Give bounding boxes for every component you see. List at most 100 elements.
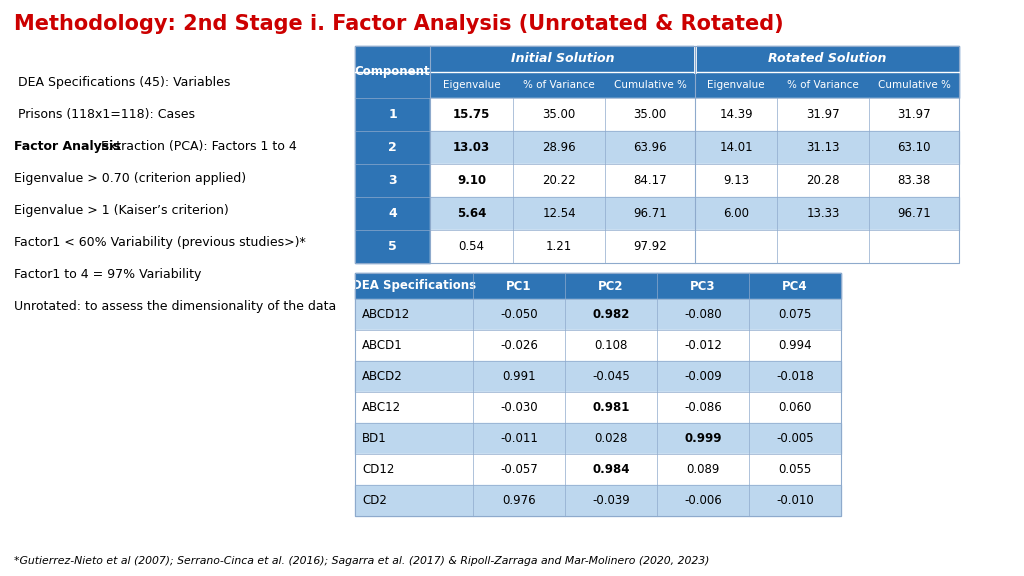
Bar xyxy=(749,485,841,516)
Text: -0.005: -0.005 xyxy=(776,432,814,445)
Text: PC3: PC3 xyxy=(690,279,716,293)
Bar xyxy=(355,230,430,263)
Text: 0.028: 0.028 xyxy=(594,432,628,445)
Text: Component: Component xyxy=(354,66,430,78)
Bar xyxy=(777,98,869,131)
Text: -0.080: -0.080 xyxy=(684,308,722,321)
Text: % of Variance: % of Variance xyxy=(523,80,595,90)
Text: -0.026: -0.026 xyxy=(500,339,538,352)
Bar xyxy=(430,164,513,197)
Text: Prisons (118x1=118): Cases: Prisons (118x1=118): Cases xyxy=(14,108,195,121)
Text: 35.00: 35.00 xyxy=(634,108,667,121)
Text: 1.21: 1.21 xyxy=(546,240,572,253)
Bar xyxy=(657,485,749,516)
Text: 84.17: 84.17 xyxy=(633,174,667,187)
Text: DEA Specifications (45): Variables: DEA Specifications (45): Variables xyxy=(14,76,230,89)
Bar xyxy=(473,361,565,392)
Bar xyxy=(749,299,841,330)
Text: -0.012: -0.012 xyxy=(684,339,722,352)
Bar xyxy=(430,197,513,230)
Bar xyxy=(355,361,473,392)
Bar xyxy=(473,299,565,330)
Bar xyxy=(355,423,473,454)
Bar xyxy=(513,131,605,164)
Bar xyxy=(605,131,695,164)
Bar xyxy=(473,273,565,299)
Text: Factor1 to 4 = 97% Variability: Factor1 to 4 = 97% Variability xyxy=(14,268,202,281)
Text: 0.991: 0.991 xyxy=(502,370,536,383)
Bar xyxy=(355,164,430,197)
Bar xyxy=(749,454,841,485)
Bar xyxy=(565,273,657,299)
Bar xyxy=(657,454,749,485)
Text: 83.38: 83.38 xyxy=(897,174,931,187)
Bar xyxy=(355,46,959,263)
Bar xyxy=(473,485,565,516)
Text: Eigenvalue: Eigenvalue xyxy=(708,80,765,90)
Text: CD12: CD12 xyxy=(362,463,394,476)
Bar xyxy=(355,392,473,423)
Bar xyxy=(869,98,959,131)
Bar xyxy=(430,230,513,263)
Bar xyxy=(777,72,869,98)
Bar xyxy=(565,454,657,485)
Bar xyxy=(605,164,695,197)
Text: -0.050: -0.050 xyxy=(500,308,538,321)
Bar xyxy=(430,46,695,72)
Text: 0.984: 0.984 xyxy=(592,463,630,476)
Bar xyxy=(565,299,657,330)
Text: 0.108: 0.108 xyxy=(594,339,628,352)
Text: 12.54: 12.54 xyxy=(542,207,575,220)
Text: 13.33: 13.33 xyxy=(806,207,840,220)
Bar xyxy=(657,273,749,299)
Text: Unrotated: to assess the dimensionality of the data: Unrotated: to assess the dimensionality … xyxy=(14,300,336,313)
Text: 0.976: 0.976 xyxy=(502,494,536,507)
Bar xyxy=(695,46,959,72)
Bar xyxy=(605,230,695,263)
Text: -0.018: -0.018 xyxy=(776,370,814,383)
Text: 0.982: 0.982 xyxy=(592,308,630,321)
Bar xyxy=(565,485,657,516)
Text: *Gutierrez-Nieto et al (2007); Serrano-Cinca et al. (2016); Sagarra et al. (2017: *Gutierrez-Nieto et al (2007); Serrano-C… xyxy=(14,556,710,566)
Text: 2: 2 xyxy=(388,141,397,154)
Bar xyxy=(355,46,430,98)
Text: Methodology: 2nd Stage i. Factor Analysis (Unrotated & Rotated): Methodology: 2nd Stage i. Factor Analysi… xyxy=(14,14,783,34)
Text: Factor1 < 60% Variability (previous studies>)*: Factor1 < 60% Variability (previous stud… xyxy=(14,236,306,249)
Text: PC1: PC1 xyxy=(506,279,531,293)
Bar xyxy=(473,392,565,423)
Bar xyxy=(695,197,777,230)
Bar xyxy=(355,131,430,164)
Text: -0.011: -0.011 xyxy=(500,432,538,445)
Text: 20.22: 20.22 xyxy=(542,174,575,187)
Bar xyxy=(430,72,513,98)
Text: -0.057: -0.057 xyxy=(500,463,538,476)
Text: 63.10: 63.10 xyxy=(897,141,931,154)
Text: 9.13: 9.13 xyxy=(723,174,750,187)
Bar xyxy=(355,485,473,516)
Bar xyxy=(777,197,869,230)
Text: 5.64: 5.64 xyxy=(457,207,486,220)
Text: 97.92: 97.92 xyxy=(633,240,667,253)
Text: -0.045: -0.045 xyxy=(592,370,630,383)
Text: 0.999: 0.999 xyxy=(684,432,722,445)
Text: PC2: PC2 xyxy=(598,279,624,293)
Bar xyxy=(605,197,695,230)
Bar xyxy=(513,98,605,131)
Text: Initial Solution: Initial Solution xyxy=(511,52,614,66)
Bar xyxy=(355,454,473,485)
Text: ABCD2: ABCD2 xyxy=(362,370,402,383)
Text: 96.71: 96.71 xyxy=(633,207,667,220)
Bar xyxy=(513,230,605,263)
Text: 0.055: 0.055 xyxy=(778,463,812,476)
Text: CD2: CD2 xyxy=(362,494,387,507)
Bar xyxy=(869,164,959,197)
Text: 0.075: 0.075 xyxy=(778,308,812,321)
Bar xyxy=(869,131,959,164)
Bar xyxy=(657,299,749,330)
Bar xyxy=(473,454,565,485)
Text: 3: 3 xyxy=(388,174,397,187)
Text: 0.994: 0.994 xyxy=(778,339,812,352)
Bar xyxy=(657,330,749,361)
Text: -0.030: -0.030 xyxy=(500,401,538,414)
Text: 35.00: 35.00 xyxy=(543,108,575,121)
